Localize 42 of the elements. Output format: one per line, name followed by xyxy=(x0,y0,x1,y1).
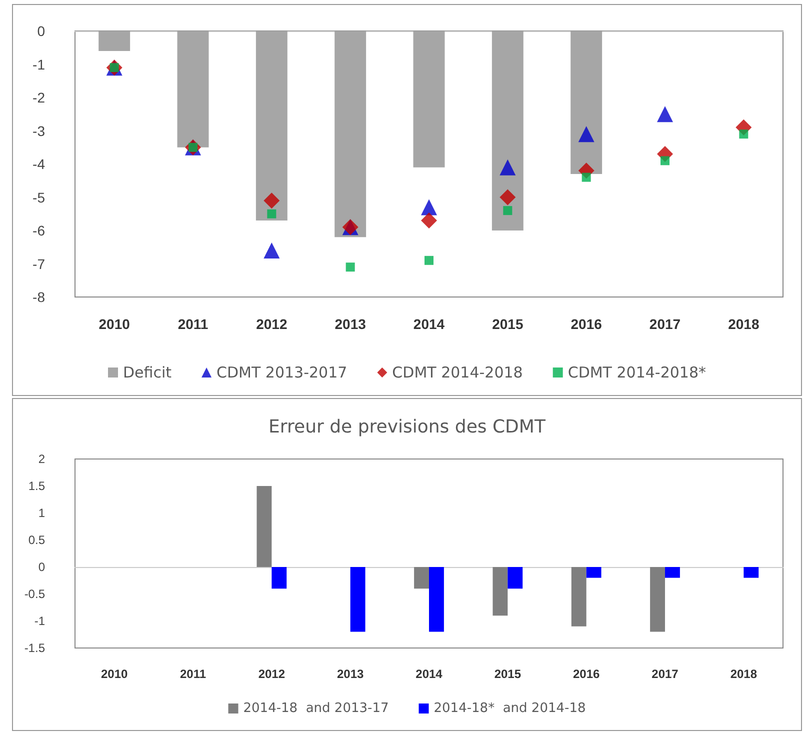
x-tick-label: 2014 xyxy=(416,667,443,681)
x-tick-label: 2013 xyxy=(334,316,366,332)
x-tick-label: 2016 xyxy=(570,316,602,332)
x-tick-label: 2016 xyxy=(572,667,600,681)
y-tick-label: -3 xyxy=(32,122,46,139)
x-tick-label: 2011 xyxy=(178,316,208,332)
y-tick-label: 0 xyxy=(38,560,46,574)
y-tick-label: 0 xyxy=(37,23,46,39)
x-tick-label: 2014 xyxy=(413,316,445,332)
x-tick-label: 2015 xyxy=(492,316,524,332)
y-tick-label: -1 xyxy=(32,56,46,72)
x-tick-label: 2011 xyxy=(180,667,206,681)
y-tick-label: 0.5 xyxy=(28,533,46,547)
y-tick-label: 1 xyxy=(38,506,46,520)
x-tick-label: 2012 xyxy=(256,316,288,332)
legend-label: CDMT 2013-2017 xyxy=(216,364,348,382)
x-tick-label: 2015 xyxy=(494,667,522,681)
y-tick-label: -2 xyxy=(32,90,46,106)
x-tick-label: 2017 xyxy=(652,667,679,681)
legend-label: 2014-18 and 2013-17 xyxy=(243,701,389,716)
x-tick-label: 2010 xyxy=(98,316,130,332)
x-tick-label: 2018 xyxy=(730,667,758,681)
x-tick-label: 2013 xyxy=(336,667,364,681)
legend-label: 2014-18* and 2014-18 xyxy=(434,701,586,716)
y-tick-label: -5 xyxy=(32,189,46,206)
x-tick-label: 2017 xyxy=(649,316,681,332)
x-tick-label: 2010 xyxy=(100,667,128,681)
y-tick-label: -1.5 xyxy=(24,641,46,655)
legend-label: CDMT 2014-2018* xyxy=(568,364,706,382)
y-tick-label: -4 xyxy=(32,156,46,172)
y-tick-label: -0.5 xyxy=(24,587,46,601)
y-tick-label: -7 xyxy=(32,256,46,272)
y-tick-label: -6 xyxy=(32,222,46,238)
x-tick-label: 2012 xyxy=(258,667,286,681)
y-tick-label: 2 xyxy=(38,452,46,466)
legend-label: Deficit xyxy=(123,364,172,382)
x-tick-label: 2018 xyxy=(728,316,760,332)
chart-title: Erreur de previsions des CDMT xyxy=(268,416,546,438)
y-tick-label: -8 xyxy=(32,289,46,305)
y-tick-label: 1.5 xyxy=(28,479,46,493)
y-tick-label: -1 xyxy=(34,614,46,628)
legend-label: CDMT 2014-2018 xyxy=(392,364,523,382)
